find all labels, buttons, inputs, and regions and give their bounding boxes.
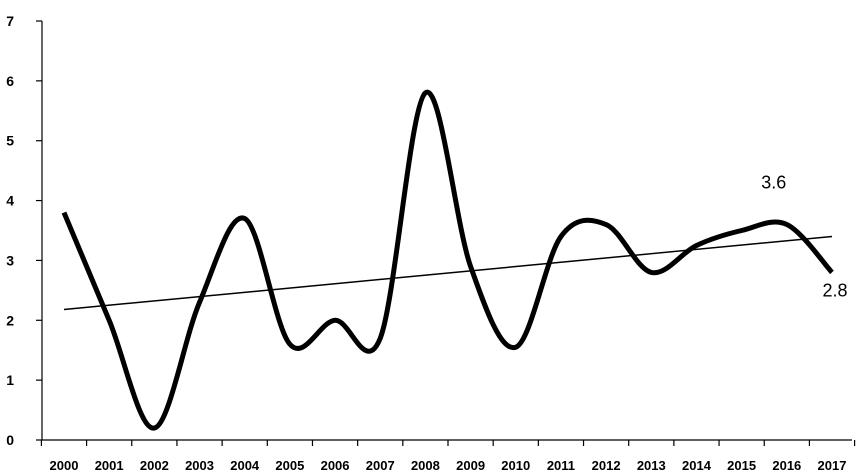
x-tick-label: 2008 xyxy=(411,458,440,473)
series-line xyxy=(61,89,834,431)
x-tick-label: 2011 xyxy=(547,458,575,473)
data-label: 2.8 xyxy=(822,280,847,300)
x-tick-label: 2017 xyxy=(818,458,847,473)
x-tick-label: 2004 xyxy=(230,458,260,473)
x-tick-label: 2016 xyxy=(772,458,801,473)
x-tick-label: 2013 xyxy=(637,458,666,473)
x-tick-label: 2009 xyxy=(456,458,485,473)
y-tick-label: 6 xyxy=(6,73,14,89)
y-axis: 0 1 2 3 4 5 6 7 xyxy=(6,13,43,448)
data-labels: 3.6 2.8 xyxy=(761,173,847,301)
x-tick-label: 2010 xyxy=(501,458,530,473)
y-tick-label: 2 xyxy=(6,312,14,328)
x-tick-label: 2003 xyxy=(185,458,214,473)
x-tick-label: 2000 xyxy=(50,458,79,473)
x-tick-label: 2002 xyxy=(140,458,169,473)
x-tick-label: 2007 xyxy=(366,458,395,473)
y-tick-label: 5 xyxy=(6,133,14,149)
y-tick-label: 1 xyxy=(6,372,14,388)
x-tick-label: 2006 xyxy=(321,458,350,473)
trendline-group xyxy=(63,235,833,311)
y-tick-label: 7 xyxy=(6,13,14,29)
y-tick-label: 0 xyxy=(6,432,14,448)
data-label: 3.6 xyxy=(761,173,786,193)
x-tick-label: 2005 xyxy=(275,458,304,473)
linear-trendline xyxy=(63,235,833,311)
x-tick-label: 2001 xyxy=(95,458,124,473)
x-tick-label: 2015 xyxy=(727,458,756,473)
x-tick-label: 2012 xyxy=(592,458,621,473)
y-tick-label: 3 xyxy=(6,252,14,268)
y-tick-label: 4 xyxy=(6,193,14,209)
x-tick-label: 2014 xyxy=(682,458,712,473)
x-axis: 2000 2001 2002 2003 2004 2005 2006 2007 2008 2009… xyxy=(40,439,856,473)
series-group xyxy=(61,89,834,431)
